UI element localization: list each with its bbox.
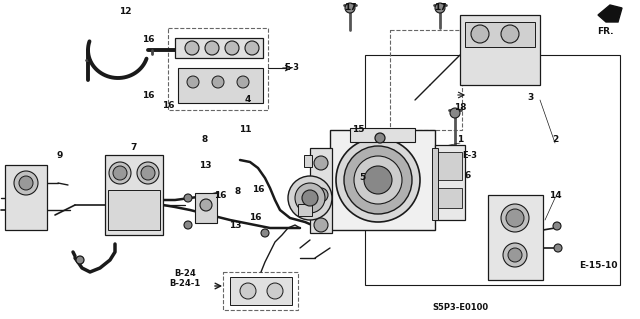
Text: 13: 13 xyxy=(199,160,211,169)
Text: S5P3-E0100: S5P3-E0100 xyxy=(432,303,488,313)
Bar xyxy=(435,145,465,220)
Bar xyxy=(178,68,263,103)
Circle shape xyxy=(553,222,561,230)
Bar xyxy=(168,28,268,110)
Text: 6: 6 xyxy=(465,170,471,180)
Text: 16: 16 xyxy=(141,92,154,100)
Circle shape xyxy=(344,146,412,214)
Circle shape xyxy=(76,256,84,264)
Circle shape xyxy=(501,25,519,43)
Circle shape xyxy=(185,41,199,55)
Text: E-15-10: E-15-10 xyxy=(579,261,618,270)
Bar xyxy=(108,190,160,230)
Bar xyxy=(310,148,332,233)
Circle shape xyxy=(14,171,38,195)
Text: 14: 14 xyxy=(548,190,561,199)
Bar xyxy=(390,30,462,130)
Circle shape xyxy=(187,76,199,88)
Circle shape xyxy=(113,166,127,180)
Bar xyxy=(438,152,462,180)
Circle shape xyxy=(471,25,489,43)
Text: E-3: E-3 xyxy=(463,151,477,160)
Bar xyxy=(175,38,263,58)
Text: 7: 7 xyxy=(131,144,137,152)
Text: E-3: E-3 xyxy=(285,63,300,72)
Circle shape xyxy=(19,176,33,190)
Bar xyxy=(195,193,217,223)
Circle shape xyxy=(503,243,527,267)
Circle shape xyxy=(554,244,562,252)
Bar xyxy=(304,155,312,167)
Circle shape xyxy=(184,221,192,229)
Text: 4: 4 xyxy=(245,95,251,105)
Text: B-24-1: B-24-1 xyxy=(170,278,200,287)
Circle shape xyxy=(435,3,445,13)
Bar xyxy=(365,55,620,285)
Bar xyxy=(105,155,163,235)
Bar xyxy=(465,22,535,47)
Bar xyxy=(330,130,435,230)
Circle shape xyxy=(205,41,219,55)
Bar xyxy=(488,195,543,280)
Circle shape xyxy=(212,76,224,88)
Bar xyxy=(350,128,415,142)
Text: B-24: B-24 xyxy=(174,269,196,278)
Circle shape xyxy=(506,209,524,227)
Bar xyxy=(432,148,438,220)
Circle shape xyxy=(288,176,332,220)
Text: 8: 8 xyxy=(202,136,208,145)
Text: 16: 16 xyxy=(252,186,264,195)
Text: FR.: FR. xyxy=(596,27,613,36)
Text: 11: 11 xyxy=(239,125,252,135)
Circle shape xyxy=(261,229,269,237)
Circle shape xyxy=(364,166,392,194)
Circle shape xyxy=(237,76,249,88)
Bar xyxy=(460,15,540,85)
Circle shape xyxy=(501,204,529,232)
Circle shape xyxy=(225,41,239,55)
Text: 1: 1 xyxy=(457,136,463,145)
Circle shape xyxy=(354,156,402,204)
Circle shape xyxy=(375,133,385,143)
Circle shape xyxy=(314,188,328,202)
Text: 12: 12 xyxy=(119,8,131,17)
Circle shape xyxy=(137,162,159,184)
Circle shape xyxy=(314,156,328,170)
Text: 16: 16 xyxy=(249,213,261,222)
Circle shape xyxy=(345,3,355,13)
Circle shape xyxy=(314,218,328,232)
Circle shape xyxy=(200,199,212,211)
Bar xyxy=(223,272,298,310)
Bar xyxy=(230,277,292,305)
Text: 5: 5 xyxy=(359,174,365,182)
Text: 16: 16 xyxy=(162,100,174,109)
Text: 17: 17 xyxy=(434,4,446,12)
Text: 15: 15 xyxy=(352,125,364,135)
Bar xyxy=(298,204,312,216)
Circle shape xyxy=(109,162,131,184)
Bar xyxy=(438,188,462,208)
Circle shape xyxy=(141,166,155,180)
Circle shape xyxy=(267,283,283,299)
Circle shape xyxy=(336,138,420,222)
Circle shape xyxy=(508,248,522,262)
Text: 16: 16 xyxy=(141,35,154,44)
Text: 8: 8 xyxy=(235,188,241,197)
Circle shape xyxy=(302,190,318,206)
Text: 13: 13 xyxy=(228,220,241,229)
Bar xyxy=(5,165,47,230)
Circle shape xyxy=(240,283,256,299)
Text: 16: 16 xyxy=(214,190,227,199)
Circle shape xyxy=(245,41,259,55)
Polygon shape xyxy=(598,5,622,22)
Text: 9: 9 xyxy=(57,151,63,160)
Circle shape xyxy=(295,183,325,213)
Text: 3: 3 xyxy=(527,93,533,102)
Text: 2: 2 xyxy=(552,136,558,145)
Circle shape xyxy=(450,108,460,118)
Text: 17: 17 xyxy=(344,4,356,12)
Circle shape xyxy=(184,194,192,202)
Text: 18: 18 xyxy=(454,103,467,113)
